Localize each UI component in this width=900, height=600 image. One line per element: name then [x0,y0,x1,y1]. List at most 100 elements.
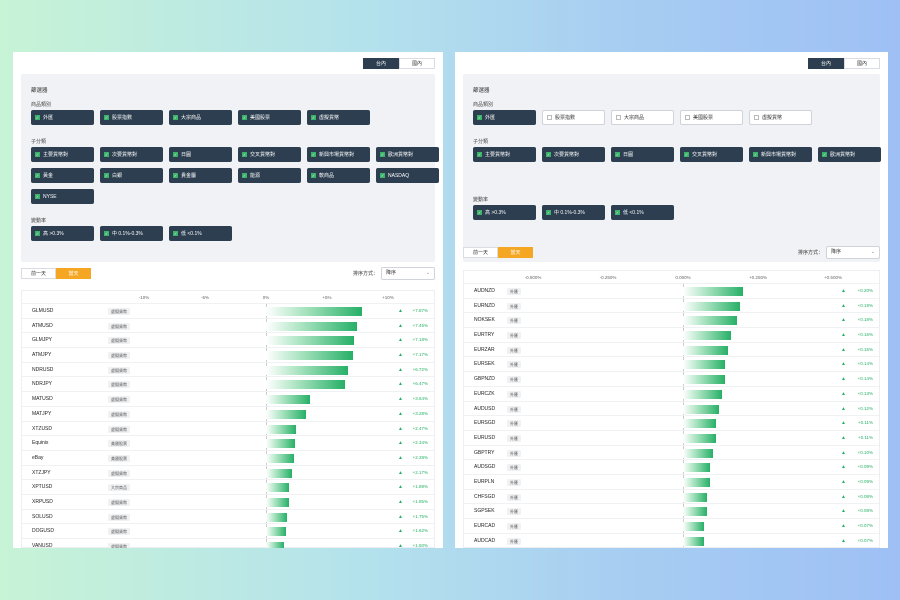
check-icon: ✓ [547,115,552,120]
filter-chip[interactable]: ✓ 外匯 [31,110,94,125]
filter-chip[interactable]: ✓ 軟商品 [307,168,370,183]
sort-select[interactable]: 降序 ⌄ [826,246,880,259]
filter-chip[interactable]: ✓虛擬貨幣 [307,110,370,125]
filter-chip[interactable]: ✓ NYSE [31,189,94,204]
table-row[interactable]: EURUSD 外匯 ▲ +0.11% [464,429,879,445]
filter-chip[interactable]: ✓股票指數 [542,110,605,125]
filter-chip[interactable]: ✓ 白銀 [100,168,163,183]
filter-chip-label: 黃金 [43,173,54,179]
table-row[interactable]: EURCZK 外匯 ▲ +0.13% [464,385,879,401]
filter-chip-group: ✓外匯✓股票指數✓大宗商品✓美國股票✓虛擬貨幣 [473,110,888,131]
table-row[interactable]: GBPTRY 外匯 ▲ +0.10% [464,444,879,460]
top-toggle-button[interactable]: 台內 [808,58,844,69]
table-row[interactable]: SOLUSD 虛擬貨幣 ▲ +1.75% [22,508,434,524]
table-row[interactable]: SGPSEK 外匯 ▲ +0.08% [464,503,879,518]
filter-chip[interactable]: ✓ 中 0.1%-0.3% [542,205,605,220]
table-row[interactable]: NDRJPY 虛擬貨幣 ▲ +6.47% [22,376,434,391]
table-row[interactable]: XTZUSD 虛擬貨幣 ▲ +2.47% [22,420,434,436]
filter-chip[interactable]: ✓ 主要貨幣對 [31,147,94,162]
check-icon: ✓ [615,210,620,215]
table-row[interactable]: EURSGD 外匯 ▲ +0.11% [464,415,879,430]
filter-chip[interactable]: ✓ 歐洲貨幣對 [818,147,881,162]
filter-chip[interactable]: ✓ 交叉貨幣對 [680,147,743,162]
table-row[interactable]: AUDNZD 外匯 ▲ +0.20% [464,283,879,298]
table-row[interactable]: ATMJPY 虛擬貨幣 ▲ +7.17% [22,347,434,362]
filter-chip[interactable]: ✓ 主要貨幣對 [473,147,536,162]
filter-chip[interactable]: ✓ 低 <0.1% [611,205,674,220]
filter-chip[interactable]: ✓ 新興市場貨幣對 [307,147,370,162]
table-row[interactable]: Equinix 美國股票 ▲ +2.34% [22,435,434,450]
row-bar [683,345,728,355]
table-row[interactable]: AUDCAD 外匯 ▲ +0.07% [464,532,879,548]
filter-chip[interactable]: ✓ 日圓 [169,147,232,162]
table-row[interactable]: GLMJPY 虛擬貨幣 ▲ +7.18% [22,332,434,347]
day-toggle-button[interactable]: 當天 [498,247,533,258]
filter-chip[interactable]: ✓股票指數 [100,110,163,125]
table-row[interactable]: DOGUSD 虛擬貨幣 ▲ +1.62% [22,523,434,538]
table-row[interactable]: EURCAD 外匯 ▲ +0.07% [464,518,879,533]
filter-chip[interactable]: ✓美國股票 [680,110,743,125]
filter-title: 篩選器 [473,88,490,94]
check-icon: ✓ [684,152,689,157]
row-change-value: +1.85% [412,498,428,504]
check-icon: ✓ [104,152,109,157]
filter-chip[interactable]: ✓ 次要貨幣對 [542,147,605,162]
table-row[interactable]: XPTUSD 大宗商品 ▲ +1.89% [22,479,434,494]
filter-chip[interactable]: ✓ 歐洲貨幣對 [376,147,439,162]
filter-chip[interactable]: ✓大宗商品 [611,110,674,125]
top-toggle-button[interactable]: 國內 [844,58,880,69]
filter-chip[interactable]: ✓大宗商品 [169,110,232,125]
filter-chip[interactable]: ✓ NASDAQ [376,168,439,183]
table-row[interactable]: VANUSD 虛擬貨幣 ▲ +1.50% [22,538,434,548]
filter-chip[interactable]: ✓ 低 <0.1% [169,226,232,241]
table-row[interactable]: XTZJPY 虛擬貨幣 ▲ +2.17% [22,464,434,480]
table-row[interactable]: MATJPY 虛擬貨幣 ▲ +3.28% [22,405,434,421]
filter-chip[interactable]: ✓ 貴金屬 [169,168,232,183]
check-icon: ✓ [35,115,40,120]
table-row[interactable]: XRPUSD 虛擬貨幣 ▲ +1.85% [22,493,434,509]
row-bar [683,433,716,443]
filter-chip[interactable]: ✓ 黃金 [31,168,94,183]
row-bar [683,389,722,399]
filter-chip[interactable]: ✓ 中 0.1%-0.3% [100,226,163,241]
arrow-up-icon: ▲ [841,390,846,397]
filter-chip[interactable]: ✓ 外匯 [473,110,536,125]
table-row[interactable]: AUDSGD 外匯 ▲ +0.09% [464,459,879,474]
axis-tick: +5% [322,295,332,300]
ranking-list: -0.500% -0.250% 0.000% +0.250% +0.500% AUDNZD… [463,270,880,548]
filter-chip-label: 外匯 [485,115,496,121]
table-row[interactable]: EURPLN 外匯 ▲ +0.09% [464,473,879,489]
filter-chip[interactable]: ✓ 新興市場貨幣對 [749,147,812,162]
row-bar [683,448,713,458]
table-row[interactable]: ATMUSD 虛擬貨幣 ▲ +7.45% [22,317,434,333]
top-toggle-button[interactable]: 台內 [363,58,399,69]
row-change-value: +6.72% [412,366,428,372]
table-row[interactable]: GBPNZD 外匯 ▲ +0.14% [464,371,879,386]
table-row[interactable]: AUDUSD 外匯 ▲ +0.12% [464,400,879,416]
table-row[interactable]: EURNZD 外匯 ▲ +0.19% [464,297,879,313]
table-row[interactable]: NDRUSD 虛擬貨幣 ▲ +6.72% [22,361,434,377]
table-row[interactable]: CHFSGD 外匯 ▲ +0.08% [464,488,879,504]
row-bar [683,404,719,414]
table-row[interactable]: MATUSD 虛擬貨幣 ▲ +3.64% [22,391,434,406]
filter-chip[interactable]: ✓ 日圓 [611,147,674,162]
filter-chip[interactable]: ✓ 交叉貨幣對 [238,147,301,162]
table-row[interactable]: EURTRY 外匯 ▲ +0.16% [464,327,879,342]
filter-chip[interactable]: ✓虛擬貨幣 [749,110,812,125]
filter-chip[interactable]: ✓ 高 >0.3% [473,205,536,220]
table-row[interactable]: NOKSEK 外匯 ▲ +0.18% [464,312,879,327]
filter-chip[interactable]: ✓美國股票 [238,110,301,125]
table-row[interactable]: EURSEK 外匯 ▲ +0.14% [464,356,879,371]
table-row[interactable]: GLMUSD 虛擬貨幣 ▲ +7.87% [22,303,434,318]
filter-chip[interactable]: ✓ 高 >0.3% [31,226,94,241]
table-row[interactable]: EURZAR 外匯 ▲ +0.15% [464,341,879,357]
top-toggle-button[interactable]: 國內 [399,58,435,69]
sort-select[interactable]: 降序 ⌄ [381,267,435,280]
filter-chip[interactable]: ✓ 次要貨幣對 [100,147,163,162]
table-row[interactable]: eBay 美國股票 ▲ +2.28% [22,449,434,465]
day-toggle-button[interactable]: 當天 [56,268,91,279]
check-icon: ✓ [242,152,247,157]
day-toggle-button[interactable]: 前一天 [21,268,56,279]
day-toggle-button[interactable]: 前一天 [463,247,498,258]
filter-chip[interactable]: ✓ 能源 [238,168,301,183]
